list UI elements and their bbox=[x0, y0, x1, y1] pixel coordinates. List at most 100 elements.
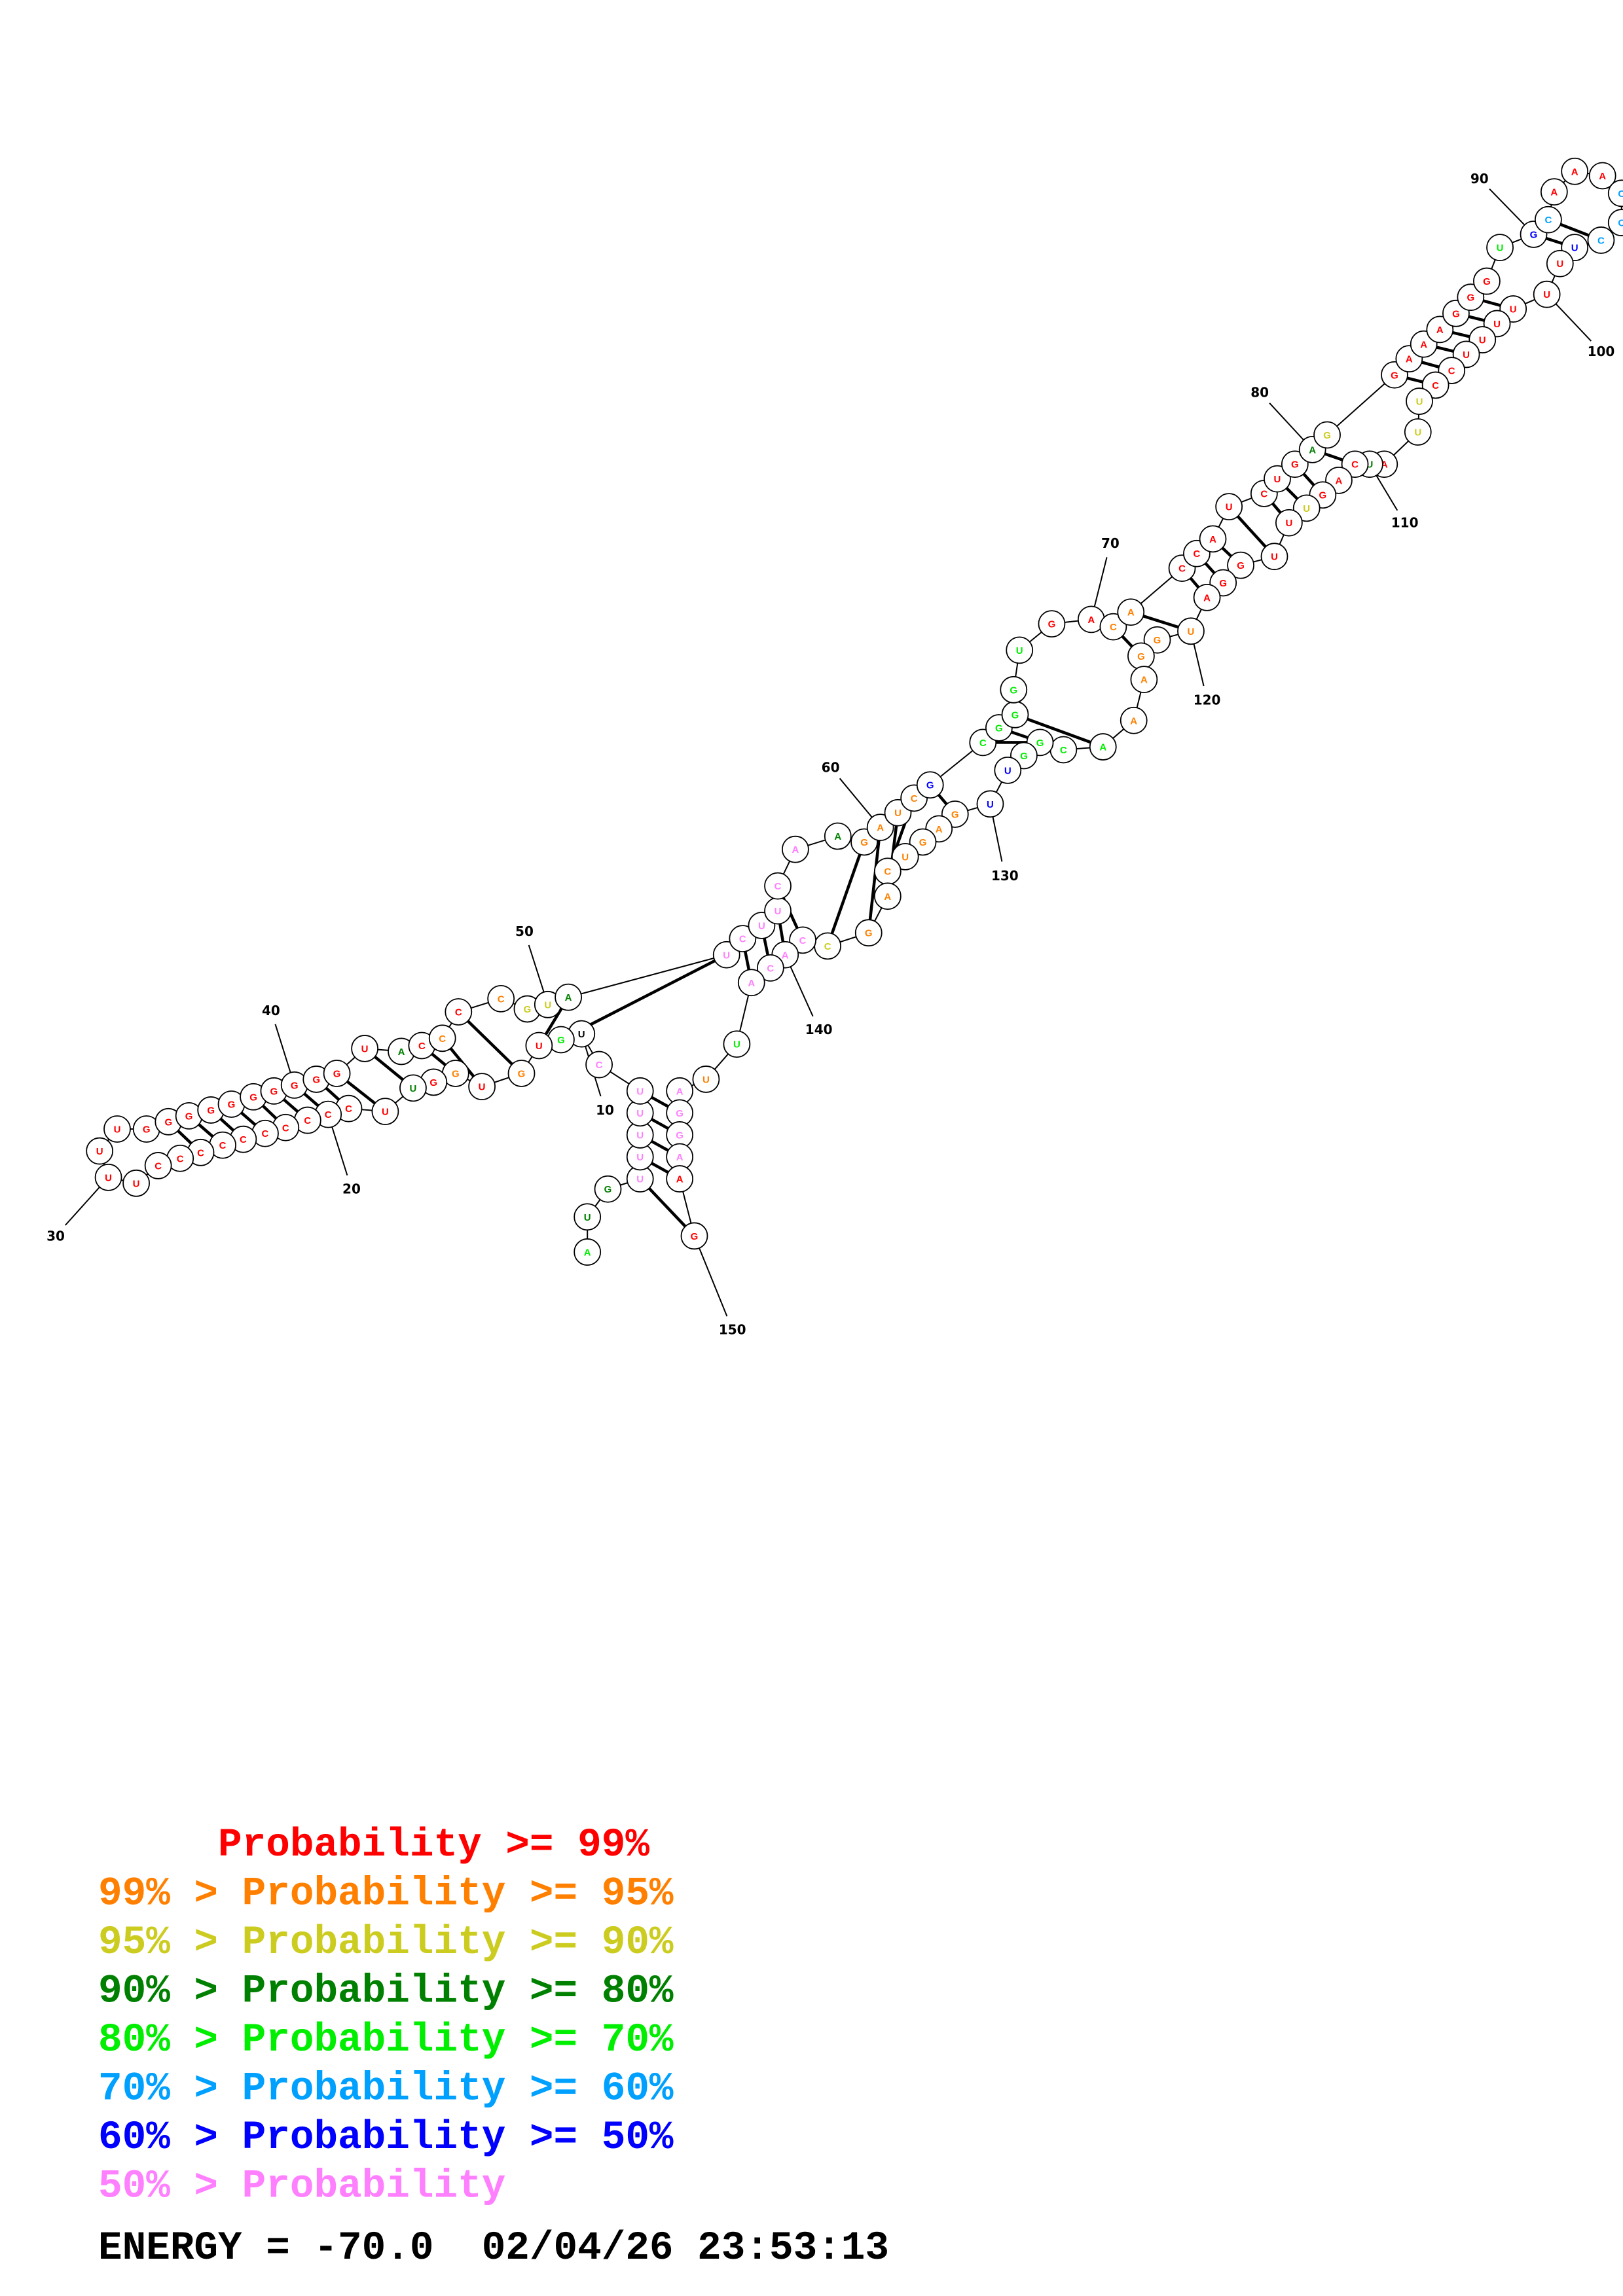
nucleotide-141: C bbox=[756, 954, 784, 982]
nucleotide-letter: U bbox=[1016, 645, 1023, 656]
nucleotide-letter: A bbox=[1336, 475, 1343, 486]
nucleotide-letter: U bbox=[1303, 503, 1310, 514]
nucleotide-letter: G bbox=[207, 1105, 215, 1116]
nucleotide-letter: A bbox=[1087, 615, 1095, 626]
nucleotide-letter: G bbox=[1452, 308, 1460, 319]
nucleotide-letter: U bbox=[1366, 459, 1374, 471]
nucleotide-circle bbox=[525, 1031, 553, 1060]
nucleotide-letter: C bbox=[418, 1041, 426, 1052]
nucleotide-letter: U bbox=[636, 1108, 644, 1119]
nucleotide-letter: A bbox=[1209, 534, 1216, 545]
nucleotide-letter: U bbox=[410, 1083, 417, 1094]
nucleotide-letter: U bbox=[133, 1178, 140, 1189]
nucleotide-letter: U bbox=[1274, 474, 1281, 485]
nucleotide-letter: G bbox=[676, 1108, 684, 1119]
nucleotide-circle bbox=[323, 1060, 351, 1087]
nucleotide-4: U bbox=[626, 1165, 654, 1193]
nucleotide-circle bbox=[574, 1203, 602, 1231]
nucleotide-39: G bbox=[260, 1077, 288, 1105]
nucleotide-letter: U bbox=[1479, 335, 1486, 346]
nucleotide-letter: U bbox=[636, 1174, 644, 1185]
nucleotide-68: U bbox=[1006, 636, 1034, 664]
nucleotide-letter: U bbox=[1414, 427, 1421, 439]
nucleotide-letter: G bbox=[524, 1004, 532, 1015]
position-label: 50 bbox=[515, 924, 534, 939]
nucleotide-142: A bbox=[737, 969, 765, 997]
nucleotide-letter: U bbox=[578, 1029, 585, 1040]
nucleotide-letter: G bbox=[1323, 430, 1331, 441]
nucleotide-139: C bbox=[789, 926, 816, 954]
nucleotide-78: U bbox=[1264, 465, 1291, 493]
position-label: 120 bbox=[1194, 692, 1221, 708]
nucleotide-99: U bbox=[1546, 249, 1574, 278]
nucleotide-51: A bbox=[555, 983, 582, 1011]
nucleotide-letter: C bbox=[767, 963, 774, 974]
nucleotide-119: A bbox=[1193, 583, 1221, 611]
nucleotide-letter: C bbox=[219, 1140, 227, 1151]
nucleotide-circle bbox=[399, 1074, 427, 1102]
nucleotide-circle bbox=[737, 969, 765, 997]
nucleotide-letter: G bbox=[557, 1035, 565, 1046]
nucleotide-122: G bbox=[1127, 642, 1155, 670]
base-pair-bond bbox=[826, 841, 866, 947]
nucleotide-letter: C bbox=[455, 1007, 462, 1018]
nucleotide-letter: U bbox=[1556, 259, 1563, 270]
position-label: 140 bbox=[805, 1022, 833, 1037]
nucleotide-circle bbox=[1587, 226, 1615, 254]
nucleotide-letter: A bbox=[792, 844, 799, 855]
nucleotide-circle bbox=[1588, 162, 1616, 190]
nucleotide-letter: C bbox=[345, 1103, 352, 1115]
nucleotide-letter: U bbox=[636, 1130, 644, 1141]
nucleotide-23: C bbox=[251, 1119, 279, 1147]
nucleotide-letter: C bbox=[1260, 488, 1267, 499]
nucleotide-letter: C bbox=[1618, 188, 1623, 200]
nucleotide-79: G bbox=[1281, 450, 1309, 478]
nucleotide-letter: G bbox=[143, 1124, 151, 1136]
nucleotide-8: U bbox=[626, 1077, 654, 1105]
nucleotide-circle bbox=[1406, 387, 1433, 415]
nucleotide-letter: C bbox=[1351, 459, 1359, 471]
nucleotide-150: G bbox=[680, 1222, 708, 1250]
nucleotide-circle bbox=[468, 1073, 496, 1101]
nucleotide-letter: A bbox=[782, 950, 789, 961]
nucleotide-letter: A bbox=[398, 1047, 405, 1058]
nucleotide-letter: U bbox=[702, 1074, 710, 1085]
nucleotide-circle bbox=[626, 1077, 654, 1105]
nucleotide-circle bbox=[1473, 267, 1501, 295]
nucleotide-letter: C bbox=[824, 941, 831, 952]
nucleotide-circle bbox=[873, 882, 902, 910]
nucleotide-letter: G bbox=[228, 1099, 236, 1110]
nucleotide-57: A bbox=[781, 835, 809, 863]
nucleotide-144: U bbox=[692, 1066, 720, 1093]
nucleotide-letter: A bbox=[1381, 459, 1388, 471]
nucleotide-letter: A bbox=[1436, 325, 1444, 336]
nucleotide-133: G bbox=[909, 828, 937, 856]
nucleotide-129: U bbox=[994, 756, 1022, 784]
nucleotide-circle bbox=[1000, 675, 1028, 704]
position-label: 40 bbox=[262, 1003, 280, 1018]
nucleotide-circle bbox=[1561, 157, 1589, 185]
nucleotide-letter: C bbox=[1178, 564, 1186, 575]
nucleotide-30: U bbox=[94, 1163, 122, 1191]
legend-line-7: 60% > Probability >= 50% bbox=[98, 2115, 674, 2161]
nucleotide-letter: C bbox=[262, 1128, 269, 1139]
nucleotide-letter: A bbox=[1599, 171, 1606, 182]
nucleotide-137: G bbox=[854, 919, 883, 947]
nucleotide-89: U bbox=[1486, 234, 1514, 262]
nucleotide-letter: U bbox=[1004, 765, 1012, 776]
nucleotide-letter: A bbox=[1309, 444, 1316, 456]
nucleotide-circle bbox=[428, 1024, 456, 1052]
nucleotide-31: U bbox=[86, 1137, 114, 1165]
nucleotide-circle bbox=[789, 926, 816, 954]
nucleotide-letter: C bbox=[775, 881, 782, 892]
nucleotide-circle bbox=[122, 1169, 150, 1197]
position-tick bbox=[693, 1235, 728, 1317]
nucleotide-letter: C bbox=[911, 793, 918, 804]
nucleotide-circle bbox=[103, 1115, 131, 1143]
nucleotide-136: A bbox=[873, 882, 902, 910]
nucleotide-letter: A bbox=[1127, 607, 1135, 619]
nucleotide-letter: G bbox=[249, 1092, 257, 1103]
nucleotide-circle bbox=[594, 1175, 622, 1203]
